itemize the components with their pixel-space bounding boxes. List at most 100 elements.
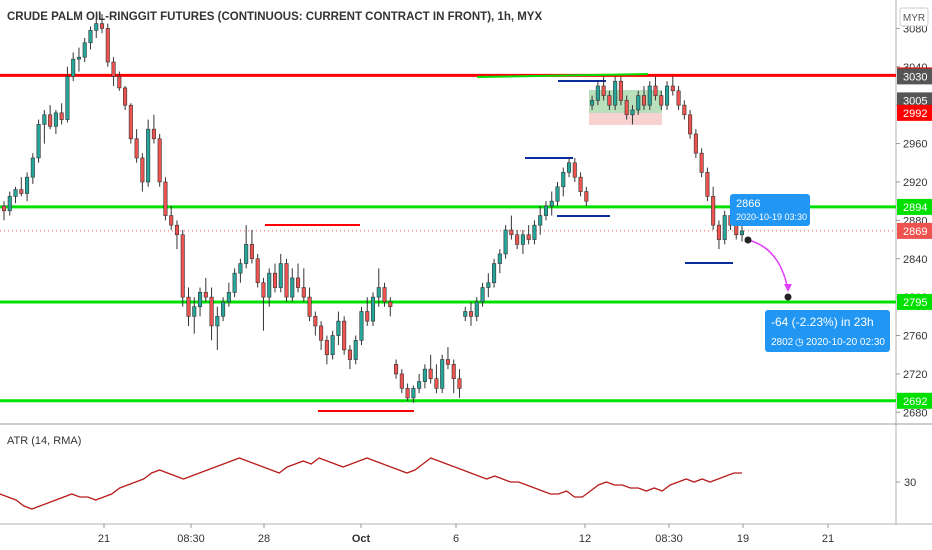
candle[interactable] [411, 385, 416, 403]
candle[interactable] [474, 297, 479, 322]
candle[interactable] [174, 220, 179, 250]
candle[interactable] [284, 258, 289, 302]
green-trend-segment[interactable] [476, 73, 649, 78]
currency-badge[interactable]: MYR [899, 7, 929, 27]
candle[interactable] [595, 81, 600, 106]
candle[interactable] [261, 277, 266, 331]
candle[interactable] [693, 129, 698, 158]
candle[interactable] [324, 335, 329, 365]
candle[interactable] [716, 220, 721, 250]
candle[interactable] [123, 85, 128, 110]
candle[interactable] [53, 109, 58, 134]
candle[interactable] [117, 71, 122, 91]
candle[interactable] [342, 316, 347, 355]
candle[interactable] [584, 186, 589, 206]
candle[interactable] [451, 359, 456, 394]
candle[interactable] [192, 297, 197, 334]
candle[interactable] [567, 157, 572, 178]
candle[interactable] [636, 90, 641, 115]
candle[interactable] [497, 249, 502, 274]
candle[interactable] [157, 133, 162, 187]
candle[interactable] [232, 268, 237, 298]
candle[interactable] [134, 129, 139, 163]
price-axis[interactable] [896, 0, 932, 550]
candle[interactable] [434, 364, 439, 394]
candle[interactable] [42, 109, 47, 144]
candle[interactable] [370, 292, 376, 326]
candle[interactable] [249, 229, 254, 264]
candle[interactable] [688, 109, 693, 139]
price-tooltip[interactable]: 2866 2020-10-19 03:30 [730, 194, 810, 226]
candle[interactable] [480, 282, 485, 307]
candle[interactable] [186, 287, 191, 326]
candle[interactable] [330, 330, 335, 360]
candle[interactable] [36, 119, 41, 163]
candle[interactable] [267, 268, 272, 307]
candle[interactable] [428, 354, 433, 384]
candle[interactable] [543, 201, 548, 221]
red-zone-box[interactable] [589, 113, 662, 125]
candle[interactable] [19, 177, 24, 197]
candle[interactable] [111, 57, 116, 86]
candle[interactable] [641, 85, 647, 110]
candle[interactable] [48, 105, 53, 130]
candle[interactable] [1, 201, 7, 221]
candle[interactable] [445, 347, 450, 370]
candle[interactable] [509, 215, 514, 240]
candle[interactable] [503, 225, 508, 259]
candle[interactable] [7, 191, 12, 216]
candle[interactable] [313, 311, 318, 336]
candle[interactable] [272, 263, 278, 293]
candle[interactable] [128, 103, 133, 144]
candle[interactable] [99, 14, 105, 34]
candle[interactable] [319, 321, 324, 350]
candle[interactable] [76, 47, 81, 72]
candle[interactable] [180, 229, 185, 307]
candle[interactable] [601, 76, 606, 101]
projection-arrow[interactable] [744, 236, 793, 301]
candle[interactable] [440, 354, 445, 394]
candle[interactable] [203, 277, 208, 302]
candle[interactable] [538, 205, 543, 235]
candle[interactable] [296, 263, 301, 293]
candle[interactable] [278, 253, 283, 293]
candle[interactable] [151, 114, 156, 144]
candle[interactable] [549, 191, 554, 216]
candle[interactable] [492, 258, 497, 288]
candle[interactable] [555, 181, 560, 206]
candle[interactable] [255, 253, 260, 288]
candle[interactable] [630, 105, 635, 125]
candle[interactable] [394, 359, 399, 379]
candle[interactable] [699, 148, 704, 178]
candle[interactable] [13, 186, 18, 204]
candle[interactable] [365, 297, 370, 326]
candle[interactable] [486, 273, 491, 298]
candle[interactable] [653, 76, 658, 101]
candle[interactable] [244, 225, 249, 269]
candle[interactable] [215, 306, 220, 350]
candle[interactable] [347, 345, 352, 370]
candle[interactable] [82, 37, 87, 62]
candle[interactable] [705, 167, 710, 202]
candle[interactable] [590, 95, 595, 110]
candle[interactable] [30, 153, 35, 184]
drawn-segments[interactable] [265, 73, 733, 412]
candle[interactable] [722, 210, 727, 245]
candle[interactable] [226, 282, 231, 307]
candle[interactable] [457, 369, 462, 398]
candle[interactable] [613, 76, 618, 110]
candle[interactable] [59, 103, 64, 125]
candlestick-series[interactable] [1, 14, 745, 403]
projection-box[interactable]: -64 (-2.23%) in 23h 2802 ◷ 2020-10-20 02… [765, 310, 890, 352]
candle[interactable] [670, 76, 675, 96]
candle[interactable] [209, 287, 214, 341]
candle[interactable] [382, 282, 387, 307]
candle[interactable] [221, 297, 226, 322]
candle[interactable] [739, 225, 745, 242]
candle[interactable] [353, 335, 358, 365]
candle[interactable] [65, 66, 70, 123]
candle[interactable] [88, 26, 93, 50]
candle[interactable] [520, 229, 525, 254]
candle[interactable] [238, 258, 243, 283]
